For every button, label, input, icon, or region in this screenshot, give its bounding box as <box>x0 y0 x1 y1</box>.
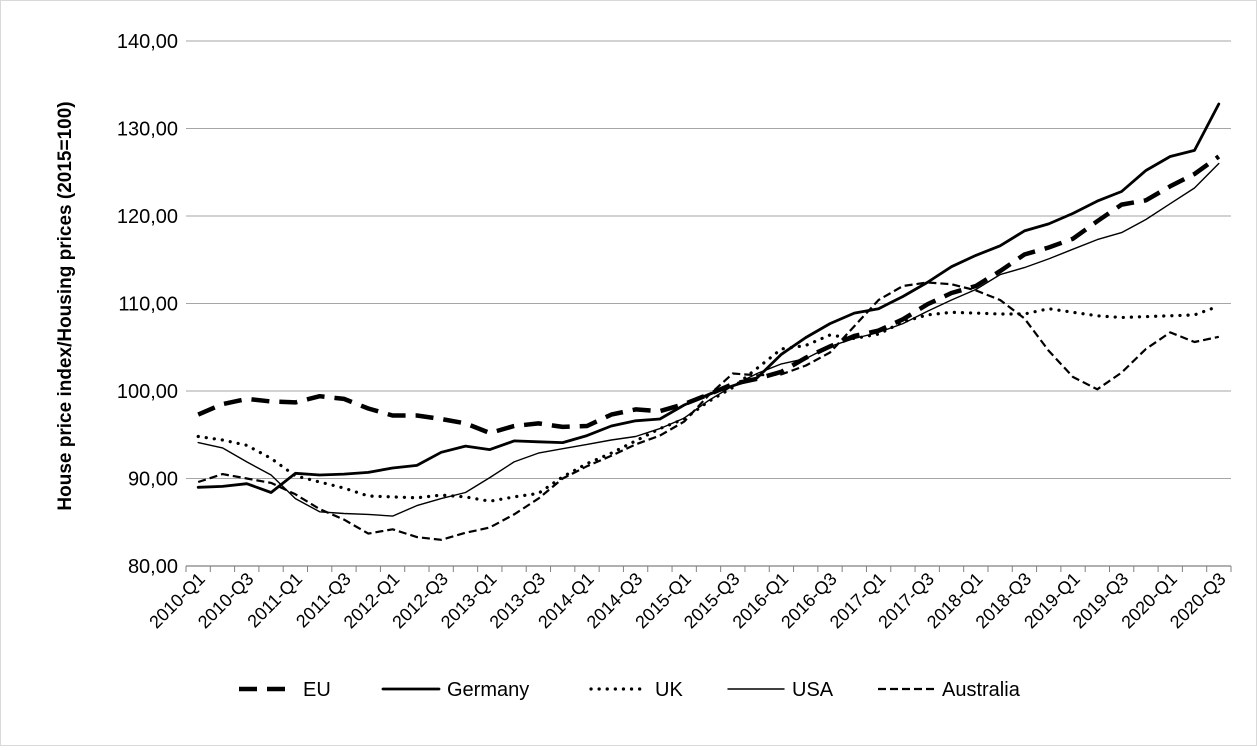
series-line-australia <box>197 281 1220 541</box>
y-tick-label: 90,00 <box>128 469 178 491</box>
y-tick-label: 110,00 <box>118 294 178 316</box>
series-line-uk <box>196 304 1221 503</box>
y-tick-label: 80,00 <box>128 556 178 578</box>
y-tick-label: 130,00 <box>117 119 178 141</box>
series-line-eu <box>197 154 1221 436</box>
x-tick-labels: 2010-Q12010-Q32011-Q12011-Q32012-Q12012-… <box>145 569 1229 633</box>
y-tick-labels: 80,00 90,00 100,00 110,00 120,00 130,00 140,00 <box>117 31 178 578</box>
axes <box>185 565 1232 572</box>
legend-label-germany: Germany <box>447 679 529 701</box>
gridlines <box>186 40 1231 479</box>
legend-label-australia: Australia <box>942 679 1021 701</box>
series-line-germany <box>196 102 1221 494</box>
series-lines <box>196 102 1221 541</box>
y-tick-label: 120,00 <box>117 206 178 228</box>
series-line-usa <box>197 162 1220 517</box>
y-tick-label: 140,00 <box>117 31 178 53</box>
legend-label-usa: USA <box>792 679 834 701</box>
legend: EU Germany UK USA Australia <box>239 679 1021 701</box>
legend-label-uk: UK <box>655 679 683 701</box>
y-axis-label: House price index/Housing prices (2015=1… <box>55 101 76 510</box>
legend-label-eu: EU <box>303 679 331 701</box>
y-tick-label: 100,00 <box>117 381 178 403</box>
